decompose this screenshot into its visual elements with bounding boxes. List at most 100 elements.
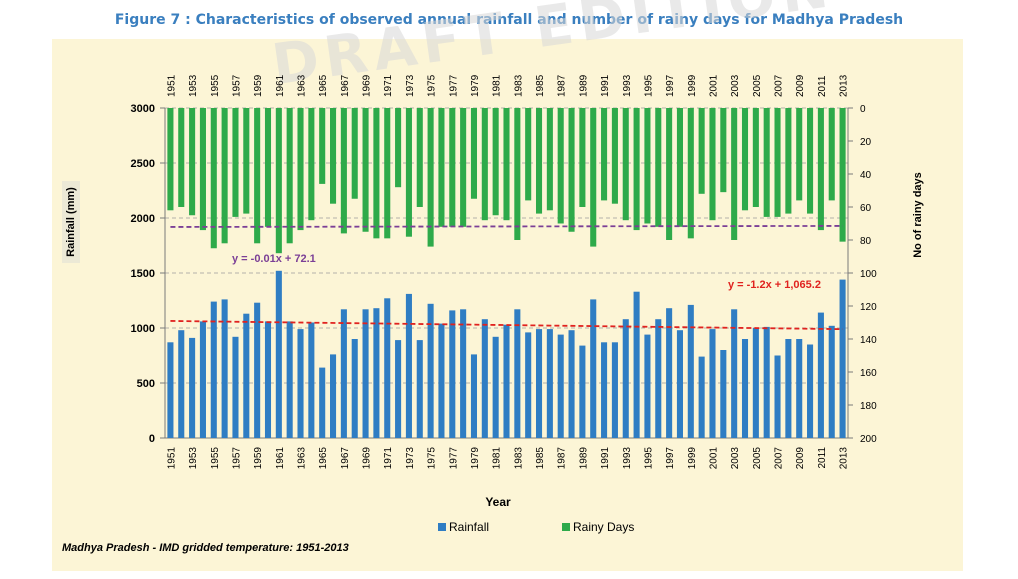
bar-rainy-days — [449, 108, 456, 227]
x-tick-label-top: 1997 — [665, 74, 676, 97]
legend-label-rainy-days: Rainy Days — [573, 520, 635, 534]
y-tick-label: 2000 — [131, 213, 155, 225]
x-tick-label-top: 1963 — [297, 74, 308, 97]
bar-rainy-days — [720, 108, 727, 193]
x-tick-label-top: 1981 — [492, 74, 503, 97]
bar-rainy-days — [741, 108, 749, 211]
x-tick-label-bottom: 1997 — [665, 447, 676, 470]
x-tick-label-top: 1983 — [513, 74, 524, 97]
bar-rainfall — [351, 339, 358, 438]
bar-rainfall — [546, 329, 553, 438]
bar-rainfall — [167, 342, 174, 438]
y-axis-label-left: Rainfall (mm) — [62, 181, 80, 263]
y2-tick-label: 40 — [860, 170, 872, 181]
figure-title: Figure 7 : Characteristics of observed a… — [114, 12, 904, 28]
bar-rainfall — [492, 336, 499, 438]
x-tick-label-bottom: 2011 — [817, 447, 828, 469]
bar-rainfall — [763, 326, 770, 438]
x-tick-label-top: 2013 — [839, 74, 850, 97]
bar-rainy-days — [492, 108, 499, 216]
x-tick-label-top: 1979 — [470, 74, 481, 97]
bar-rainy-days — [644, 108, 651, 224]
x-tick-label-top: 1985 — [535, 74, 546, 97]
x-tick-label-bottom: 1985 — [535, 447, 546, 470]
x-tick-label-top: 1955 — [210, 74, 221, 97]
y2-tick-label: 120 — [860, 302, 877, 313]
bar-rainfall — [568, 330, 575, 438]
bar-rainfall — [785, 339, 792, 438]
bar-rainfall — [340, 309, 347, 438]
x-tick-label-bottom: 1991 — [600, 447, 611, 470]
bar-rainy-days — [514, 108, 521, 240]
x-tick-label-bottom: 1963 — [297, 447, 308, 470]
bar-rainy-days — [427, 108, 434, 247]
x-tick-label-top: 2005 — [752, 74, 763, 97]
bar-rainfall — [308, 322, 315, 438]
bar-rainfall — [655, 319, 662, 438]
bar-rainy-days — [622, 108, 629, 221]
bar-rainy-days — [579, 108, 586, 207]
x-tick-label-bottom: 1959 — [253, 447, 264, 470]
x-tick-label-bottom: 2005 — [752, 447, 763, 470]
bar-rainy-days — [210, 108, 217, 249]
bar-rainy-days — [243, 108, 250, 214]
bar-rainy-days — [340, 108, 347, 234]
bar-rainfall — [579, 345, 586, 438]
x-tick-label-bottom: 1955 — [210, 447, 221, 470]
bar-rainfall — [438, 323, 445, 438]
bar-rainy-days — [535, 108, 543, 214]
bar-rainfall — [275, 270, 282, 438]
x-tick-label-top: 1991 — [600, 74, 611, 97]
bar-rainfall — [503, 324, 510, 438]
bar-rainfall — [416, 340, 423, 438]
bar-rainfall — [514, 309, 521, 438]
bar-rainfall — [817, 312, 824, 438]
legend-swatch-rainfall — [438, 523, 446, 531]
bar-rainfall — [232, 336, 239, 438]
bar-rainfall — [590, 299, 597, 438]
trendline-equation-rainfall: y = -1.2x + 1,065.2 — [728, 279, 821, 291]
bar-rainfall — [666, 308, 673, 438]
y-tick-label: 0 — [149, 433, 155, 445]
bar-rainfall — [189, 337, 196, 438]
bar-rainy-days — [807, 108, 814, 214]
y-tick-label: 500 — [137, 378, 155, 390]
x-tick-label-top: 1953 — [188, 74, 199, 97]
bar-rainy-days — [687, 108, 694, 239]
x-tick-label-top: 2007 — [774, 74, 785, 97]
x-tick-label-bottom: 1957 — [231, 447, 242, 470]
bar-rainy-days — [264, 108, 272, 227]
x-tick-label-bottom: 1961 — [275, 447, 286, 470]
bar-rainfall — [221, 299, 228, 438]
bar-rainy-days — [308, 108, 315, 221]
x-tick-label-bottom: 1989 — [578, 447, 589, 470]
x-tick-label-top: 1999 — [687, 74, 698, 97]
y2-tick-label: 0 — [860, 104, 866, 115]
x-tick-label-bottom: 1993 — [622, 447, 633, 470]
bar-rainy-days — [590, 108, 597, 247]
bar-rainfall — [731, 309, 738, 438]
bar-rainy-days — [481, 108, 488, 221]
y-axis-label-right: No of rainy days — [912, 172, 924, 258]
x-tick-label-bottom: 1975 — [427, 447, 438, 470]
bar-rainfall — [362, 309, 369, 438]
x-tick-label-top: 1965 — [318, 74, 329, 97]
x-tick-label-top: 2009 — [795, 74, 806, 97]
x-tick-label-top: 2001 — [708, 74, 719, 97]
y-tick-label: 1000 — [131, 323, 155, 335]
bar-rainfall — [286, 321, 293, 438]
bar-rainy-days — [373, 108, 380, 239]
bar-rainfall — [264, 321, 272, 438]
bar-rainfall — [644, 334, 651, 438]
bar-rainfall — [254, 302, 261, 438]
x-tick-label-top: 1951 — [166, 74, 177, 97]
y2-tick-label: 140 — [860, 335, 877, 346]
x-tick-label-bottom: 1951 — [166, 447, 177, 470]
x-tick-label-top: 1973 — [405, 74, 416, 97]
y2-tick-label: 80 — [860, 236, 872, 247]
bar-rainfall — [243, 313, 250, 438]
bar-rainy-days — [178, 108, 185, 207]
trendline-equation-rainy-days: y = -0.01x + 72.1 — [232, 253, 316, 265]
x-tick-label-top: 2011 — [817, 75, 828, 97]
